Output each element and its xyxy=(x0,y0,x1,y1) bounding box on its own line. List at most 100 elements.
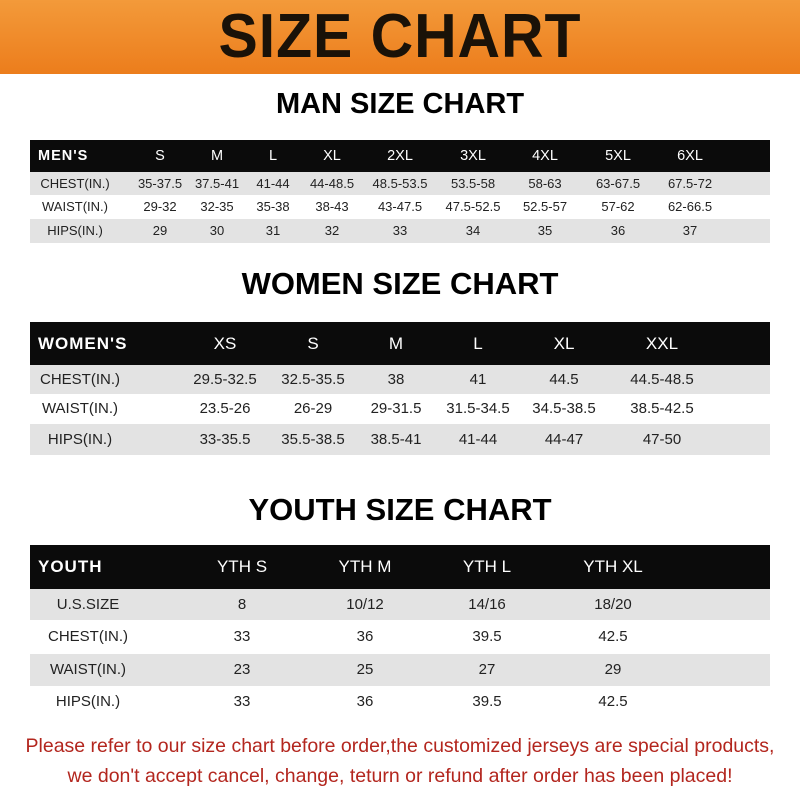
table-cell: 35-38 xyxy=(256,199,290,214)
row-label: HIPS(IN.) xyxy=(55,693,121,710)
table-title-cell: YOUTH xyxy=(38,557,103,576)
table-cell: 37 xyxy=(682,223,698,238)
table-cell: 29-31.5 xyxy=(370,400,422,417)
table-cell: 36 xyxy=(610,223,626,238)
banner-title: SIZE CHART xyxy=(218,2,582,71)
size-header-cell: L xyxy=(473,334,483,353)
table-title-cell: MEN'S xyxy=(38,148,89,164)
table-cell: 47-50 xyxy=(642,431,682,448)
size-header-cell: YTH M xyxy=(338,557,392,576)
table-cell: 38.5-42.5 xyxy=(630,400,694,417)
table-cell: 63-67.5 xyxy=(595,176,641,191)
size-header-cell: YTH XL xyxy=(583,557,643,576)
table-cell: 14/16 xyxy=(468,596,506,613)
row-label: CHEST(IN.) xyxy=(40,176,110,191)
table-cell: 43-47.5 xyxy=(377,199,423,214)
table-cell: 23.5-26 xyxy=(199,400,251,417)
table-row: U.S.SIZE 8 10/12 14/16 18/20 xyxy=(30,589,770,620)
table-title-cell: WOMEN'S xyxy=(38,334,128,353)
youth-title: YOUTH SIZE CHART xyxy=(248,492,552,527)
table-row: CHEST(IN.) 35-37.5 37.5-41 41-44 44-48.5 48.5… xyxy=(30,172,770,195)
size-header-cell: 6XL xyxy=(677,148,703,164)
table-cell: 34 xyxy=(465,223,481,238)
table-cell: 18/20 xyxy=(594,596,632,613)
table-header-row: WOMEN'S XS S M L XL XXL xyxy=(30,322,770,365)
size-header-cell: XXL xyxy=(645,334,679,353)
table-cell: 8 xyxy=(237,596,247,613)
table-cell: 38 xyxy=(387,371,405,388)
size-header-cell: XL xyxy=(323,148,341,164)
table-cell: 33 xyxy=(392,223,408,238)
row-label: CHEST(IN.) xyxy=(40,371,120,388)
women-title: WOMEN SIZE CHART xyxy=(241,266,559,301)
table-cell: 52.5-57 xyxy=(522,199,568,214)
table-cell: 36 xyxy=(356,693,374,710)
table-cell: 57-62 xyxy=(601,199,635,214)
table-cell: 47.5-52.5 xyxy=(445,199,501,214)
table-cell: 33 xyxy=(233,693,251,710)
table-cell: 42.5 xyxy=(598,693,628,710)
size-header-cell: XS xyxy=(213,334,237,353)
row-label: U.S.SIZE xyxy=(56,596,120,613)
table-cell: 33-35.5 xyxy=(199,431,251,448)
table-cell: 10/12 xyxy=(346,596,384,613)
row-label: HIPS(IN.) xyxy=(47,431,113,448)
table-cell: 41 xyxy=(469,371,487,388)
table-cell: 30 xyxy=(209,223,225,238)
table-cell: 36 xyxy=(356,628,374,645)
table-cell: 29-32 xyxy=(143,199,177,214)
table-cell: 38.5-41 xyxy=(370,431,422,448)
size-header-cell: M xyxy=(388,334,404,353)
table-cell: 32 xyxy=(324,223,340,238)
table-row: HIPS(IN.) 33-35.5 35.5-38.5 38.5-41 41-44 44-… xyxy=(30,424,770,455)
table-cell: 27 xyxy=(478,661,496,678)
size-header-cell: L xyxy=(268,148,278,164)
table-cell: 34.5-38.5 xyxy=(532,400,596,417)
row-label: WAIST(IN.) xyxy=(49,661,127,678)
size-header-cell: M xyxy=(210,148,224,164)
table-cell: 39.5 xyxy=(472,628,502,645)
table-cell: 29 xyxy=(604,661,622,678)
table-row: WAIST(IN.) 23.5-26 26-29 29-31.5 31.5-34.5 34… xyxy=(30,394,770,424)
table-cell: 25 xyxy=(356,661,374,678)
size-header-cell: 2XL xyxy=(387,148,413,164)
row-label: WAIST(IN.) xyxy=(41,400,119,417)
table-cell: 44.5-48.5 xyxy=(630,371,694,388)
table-cell: 62-66.5 xyxy=(667,199,713,214)
table-cell: 33 xyxy=(233,628,251,645)
size-header-cell: S xyxy=(155,148,165,164)
table-cell: 38-43 xyxy=(315,199,349,214)
size-header-cell: 4XL xyxy=(532,148,558,164)
table-cell: 41-44 xyxy=(458,431,498,448)
row-label: CHEST(IN.) xyxy=(48,628,128,645)
table-row: CHEST(IN.) 29.5-32.5 32.5-35.5 38 41 44.5 44.5… xyxy=(30,365,770,394)
table-header-row: YOUTH YTH S YTH M YTH L YTH XL xyxy=(30,545,770,589)
size-header-cell: XL xyxy=(553,334,575,353)
table-cell: 58-63 xyxy=(528,176,562,191)
table-cell: 32.5-35.5 xyxy=(281,371,345,388)
table-cell: 48.5-53.5 xyxy=(372,176,428,191)
men-title: MAN SIZE CHART xyxy=(275,88,525,120)
size-header-cell: S xyxy=(307,334,319,353)
table-cell: 29 xyxy=(152,223,168,238)
banner: SIZE CHART xyxy=(0,0,800,74)
table-row: HIPS(IN.) 29 30 31 32 33 34 35 36 37 xyxy=(30,219,770,243)
table-cell: 26-29 xyxy=(293,400,333,417)
table-header-row: MEN'S S M L XL 2XL 3XL 4XL 5XL 6XL xyxy=(30,140,770,172)
table-cell: 31.5-34.5 xyxy=(446,400,510,417)
table-cell: 31 xyxy=(265,223,281,238)
size-header-cell: YTH L xyxy=(462,557,512,576)
table-row: WAIST(IN.) 23 25 27 29 xyxy=(30,654,770,686)
table-cell: 67.5-72 xyxy=(667,176,713,191)
table-cell: 32-35 xyxy=(200,199,234,214)
table-cell: 44-48.5 xyxy=(309,176,355,191)
row-label: HIPS(IN.) xyxy=(47,223,103,238)
size-header-cell: 3XL xyxy=(460,148,486,164)
table-cell: 23 xyxy=(233,661,251,678)
table-cell: 35-37.5 xyxy=(137,176,183,191)
table-cell: 44-47 xyxy=(544,431,584,448)
table-cell: 44.5 xyxy=(549,371,579,388)
size-header-cell: YTH S xyxy=(216,557,268,576)
footer-note-line1: Please refer to our size chart before or… xyxy=(25,735,775,757)
table-cell: 35 xyxy=(537,223,553,238)
